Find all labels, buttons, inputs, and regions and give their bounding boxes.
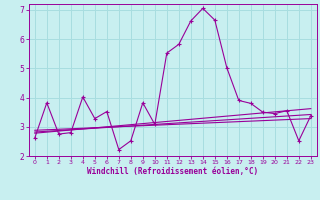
X-axis label: Windchill (Refroidissement éolien,°C): Windchill (Refroidissement éolien,°C) bbox=[87, 167, 258, 176]
